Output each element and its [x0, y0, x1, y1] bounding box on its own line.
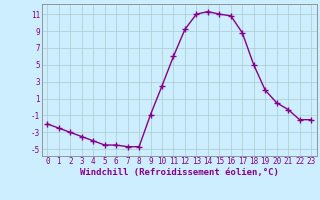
X-axis label: Windchill (Refroidissement éolien,°C): Windchill (Refroidissement éolien,°C) [80, 168, 279, 177]
